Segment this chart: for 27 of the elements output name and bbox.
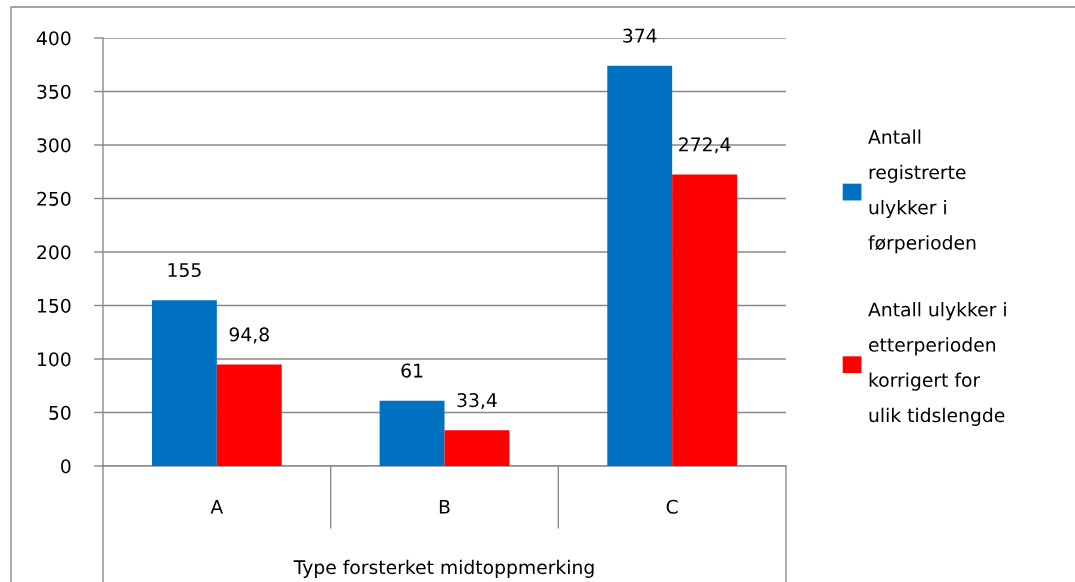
data-label: 374	[623, 28, 657, 43]
data-label: 33,4	[457, 393, 497, 410]
y-tick-label: 400	[36, 31, 71, 46]
data-label: 155	[168, 263, 201, 278]
bar	[151, 300, 217, 466]
data-label: 94,8	[229, 327, 269, 344]
legend-label: Antall ulykker i etterperioden korrigert for ulik tidslengde	[868, 302, 1006, 426]
data-label: 61	[401, 363, 423, 378]
y-tick-label: 150	[38, 298, 71, 313]
bar	[444, 430, 510, 466]
data-label: 272,4	[679, 137, 731, 154]
y-tick-label: 200	[37, 245, 71, 260]
x-tick-label: C	[666, 499, 678, 514]
y-tick-label: 0	[61, 459, 71, 474]
x-tick-label: B	[439, 499, 450, 514]
y-tick-label: 50	[49, 405, 71, 420]
bar	[379, 400, 445, 466]
y-tick-label: 350	[37, 84, 71, 99]
legend-label: Antall registrerte ulykker i førperioden	[868, 129, 976, 254]
x-tick-label: A	[210, 499, 224, 514]
bar	[607, 65, 673, 466]
y-tick-label: 300	[37, 138, 71, 153]
bar	[672, 174, 738, 466]
y-tick-label: 250	[37, 191, 71, 206]
bar	[216, 364, 282, 466]
x-axis-title: Type forsterket midtoppmerking	[293, 559, 594, 578]
y-tick-label: 100	[38, 352, 71, 367]
